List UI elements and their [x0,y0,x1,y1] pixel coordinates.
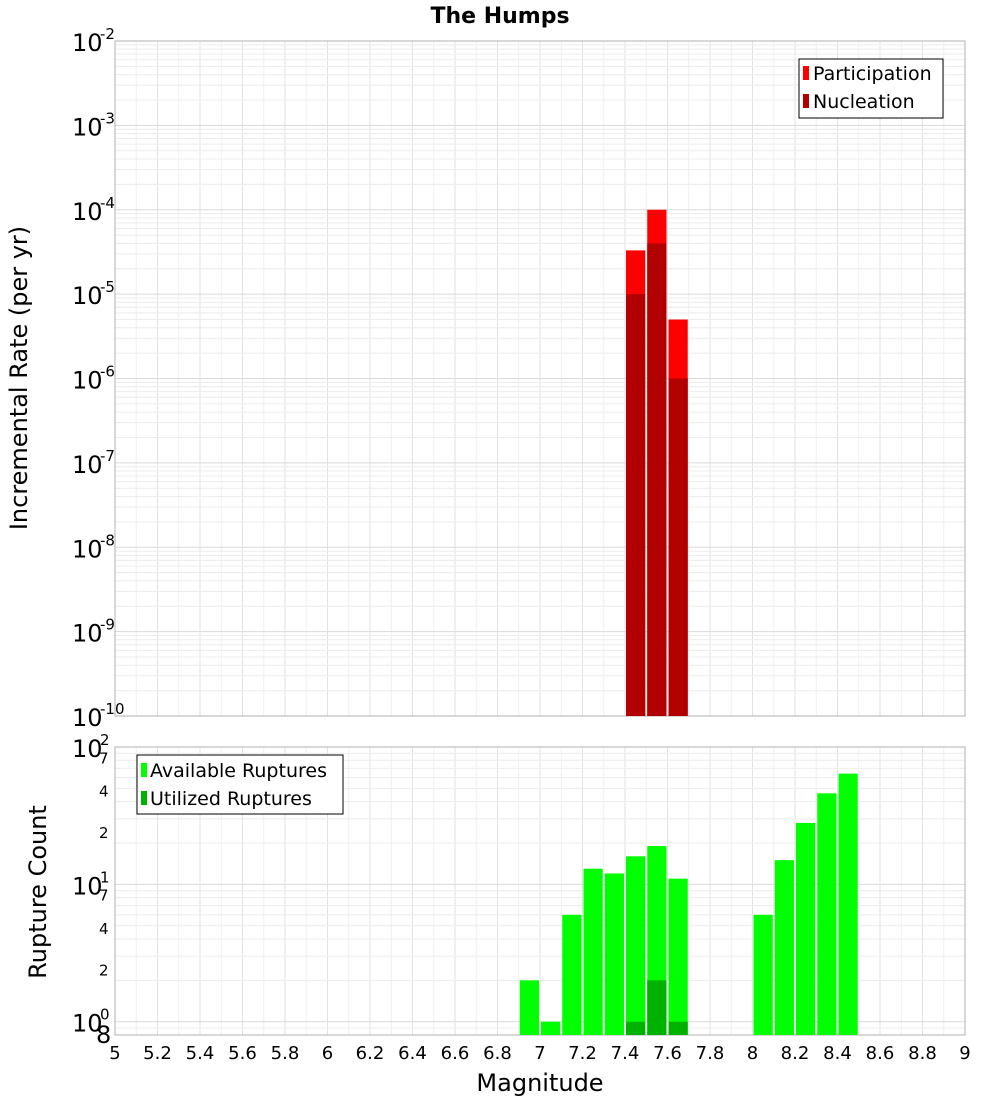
x-tick-label: 5.6 [228,1043,257,1064]
legend-swatch-available [141,763,147,777]
bottom-bar-available-ruptures-11 [817,793,837,1035]
x-tick-label: 5.2 [143,1043,172,1064]
top-y-tick-label: 10 [72,367,103,395]
top-y-tick-label: 10 [72,535,103,563]
bottom-y-tick-exponent: 2 [100,731,110,749]
top-y-tick-exponent: -5 [100,278,115,296]
chart-title: The Humps [430,4,569,29]
top-bar-nucleation-2 [668,378,688,716]
top-legend: Participation Nucleation [798,58,944,119]
legend-swatch-participation [803,66,809,80]
x-tick-label: 8.2 [781,1043,810,1064]
x-tick-label: 5.8 [271,1043,300,1064]
bottom-bar-available-ruptures-10 [796,822,816,1035]
x-tick-label: 7.2 [568,1043,597,1064]
bottom-y-minor-label: 7 [99,887,109,905]
top-y-tick-exponent: -2 [100,25,115,43]
top-grid [114,40,966,717]
bottom-y-tick-exponent: 1 [100,868,110,886]
x-tick-label: 5 [109,1043,120,1064]
bottom-y-minor-label: 4 [99,920,109,938]
x-tick-label: 6 [322,1043,333,1064]
x-ticks: 5 5.2 5.4 5.6 5.8 6 6.2 6.4 6.6 6.8 7 7.2 7.4 7.6 7.8 8… [109,1043,970,1064]
bottom-bar-available-ruptures-2 [562,914,582,1035]
top-bar-nucleation-1 [647,243,667,717]
bottom-y-tick-label: 10 [72,872,103,900]
bottom-y-minor-label: 4 [99,783,109,801]
top-y-tick-label: 10 [72,29,103,57]
bottom-bar-available-ruptures-1 [541,1021,561,1035]
bottom-y-axis-label: Rupture Count [24,805,52,979]
top-y-tick-label: 10 [72,451,103,479]
top-y-tick-label: 10 [72,620,103,648]
x-tick-label: 7.8 [696,1043,725,1064]
bottom-bar-available-ruptures-3 [583,868,603,1035]
top-bar-nucleation-0 [626,294,646,716]
top-plot-frame [114,40,966,717]
top-y-tick-exponent: -6 [100,363,115,381]
x-tick-label: 8.6 [866,1043,895,1064]
bottom-y-minor-label: 7 [99,749,109,767]
legend-label-utilized: Utilized Ruptures [150,788,312,810]
x-tick-label: 6.4 [398,1043,427,1064]
legend-swatch-utilized [141,791,147,805]
legend-swatch-nucleation [803,94,809,108]
legend-label-participation: Participation [813,63,932,85]
top-y-tick-label: 10 [72,282,103,310]
top-y-tick-exponent: -4 [100,194,115,212]
x-tick-label: 7.6 [653,1043,682,1064]
bottom-y-minor-label: 2 [99,961,109,979]
x-tick-label: 6.6 [441,1043,470,1064]
bottom-bar-available-ruptures-5 [626,856,646,1035]
bottom-bar-available-ruptures-4 [604,873,624,1035]
top-bars [626,209,688,717]
bottom-bar-available-ruptures-9 [774,860,794,1035]
bottom-bar-available-ruptures-0 [519,980,539,1035]
x-tick-label: 5.4 [186,1043,215,1064]
x-axis-label: Magnitude [476,1069,603,1097]
top-legend-box [798,58,944,119]
bottom-y-tick-exponent: 0 [100,1006,110,1024]
top-y-tick-label: 10 [72,704,103,732]
x-tick-label: 9 [959,1043,970,1064]
bottom-bar-available-ruptures-8 [753,914,773,1035]
bottom-bar-utilized-ruptures-0 [626,1021,646,1035]
top-y-tick-exponent: -8 [100,531,115,549]
bottom-y-minor-label: 2 [99,824,109,842]
x-tick-label: 7 [534,1043,545,1064]
x-tick-label: 6.2 [356,1043,385,1064]
top-y-tick-exponent: -10 [100,700,125,718]
x-tick-label: 8.4 [823,1043,852,1064]
bottom-bar-utilized-ruptures-1 [647,980,667,1035]
bottom-bar-available-ruptures-12 [838,773,858,1035]
bottom-plot-frame [114,746,966,1036]
bottom-bar-available-ruptures-7 [668,878,688,1035]
bottom-bar-utilized-ruptures-2 [668,1021,688,1035]
bottom-bars [519,773,858,1035]
legend-label-nucleation: Nucleation [813,91,915,113]
bottom-legend-box [136,754,344,815]
top-y-tick-label: 10 [72,113,103,141]
bottom-y-tick-label: 10 [72,1010,103,1038]
x-tick-label: 8 [747,1043,758,1064]
top-y-axis-label: Incremental Rate (per yr) [5,226,33,530]
bottom-y-minor-label: 8 [96,1021,111,1049]
bottom-y-tick-label: 10 [72,735,103,763]
top-y-tick-exponent: -9 [100,616,115,634]
top-y-tick-exponent: -3 [100,109,115,127]
x-tick-label: 7.4 [611,1043,640,1064]
top-y-tick-label: 10 [72,198,103,226]
x-tick-label: 6.8 [483,1043,512,1064]
x-tick-label: 8.8 [908,1043,937,1064]
top-y-tick-exponent: -7 [100,447,115,465]
legend-label-available: Available Ruptures [150,760,327,782]
bottom-legend: Available Ruptures Utilized Ruptures [136,754,344,815]
